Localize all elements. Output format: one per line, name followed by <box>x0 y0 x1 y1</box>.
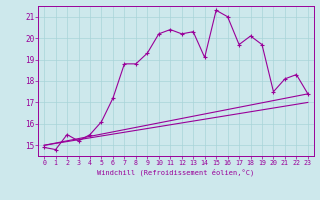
X-axis label: Windchill (Refroidissement éolien,°C): Windchill (Refroidissement éolien,°C) <box>97 169 255 176</box>
